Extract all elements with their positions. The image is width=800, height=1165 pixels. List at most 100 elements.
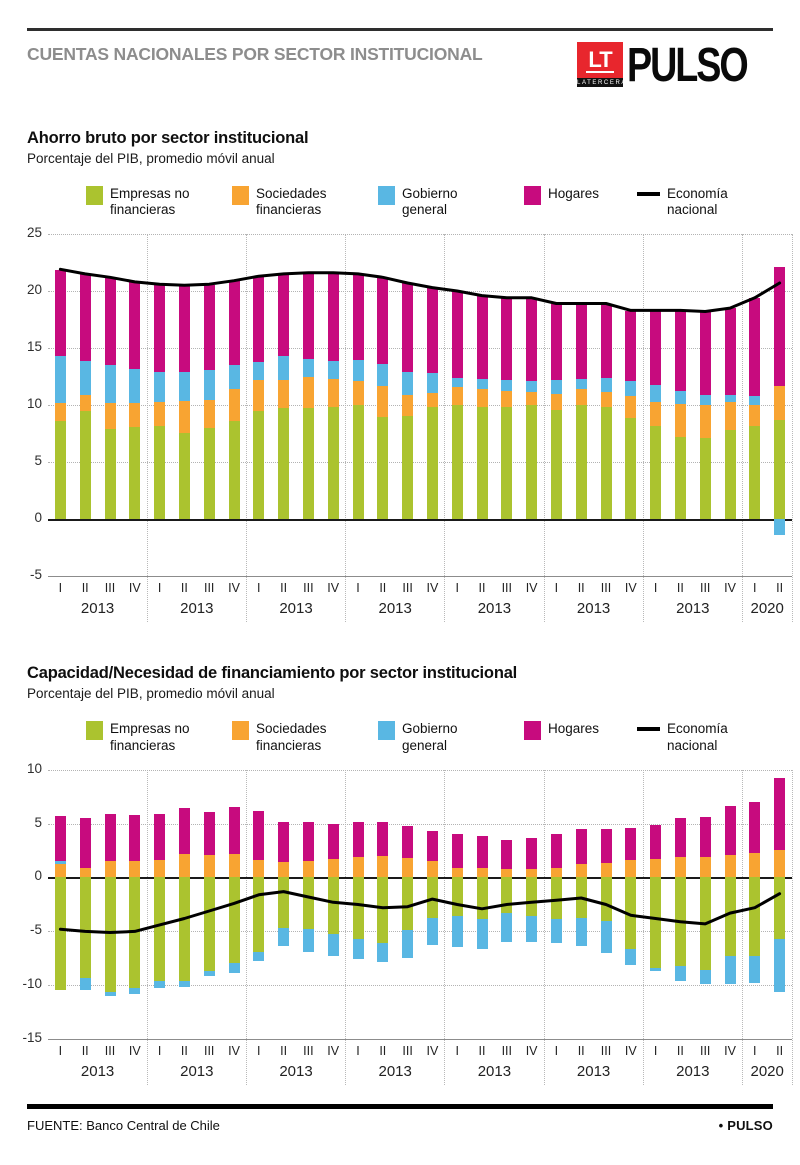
bar-segment-empresas: [575, 405, 587, 520]
bar-segment-sociedades: [377, 385, 389, 417]
legend-label-line: Hogares: [548, 721, 600, 737]
bar-segment-gobierno: [476, 379, 488, 390]
quarter-label: IV: [327, 1043, 340, 1058]
bar-segment-empresas: [600, 877, 612, 922]
legend-label-line: financieras: [110, 202, 176, 218]
bar-segment-gobierno: [278, 927, 290, 947]
bar-segment-empresas: [774, 420, 786, 520]
bar-segment-sociedades: [302, 376, 314, 408]
bar-segment-empresas: [550, 877, 562, 920]
year-label: 2013: [180, 600, 214, 618]
bar-segment-sociedades: [749, 852, 761, 878]
bar-segment-hogares: [253, 276, 265, 363]
quarter-label: III: [402, 581, 413, 596]
bar-segment-gobierno: [79, 360, 91, 396]
gridline: [48, 823, 792, 825]
bar-segment-sociedades: [228, 389, 240, 422]
bar-segment-empresas: [302, 407, 314, 520]
bar-segment-hogares: [550, 834, 562, 868]
quarter-label: IV: [624, 1043, 637, 1058]
bar-segment-hogares: [79, 818, 91, 868]
gridline: [48, 234, 792, 236]
plot: 25 20 15 10 5 0 -5: [27, 225, 792, 582]
bar-segment-sociedades: [104, 403, 116, 430]
bar-segment-gobierno: [724, 955, 736, 984]
bar-segment-empresas: [327, 406, 339, 520]
bar-segment-hogares: [54, 269, 66, 357]
bar-segment-sociedades: [54, 864, 66, 878]
bar-segment-sociedades: [674, 856, 686, 878]
bar-segment-hogares: [278, 822, 290, 863]
chart-ahorro-bruto: Ahorro bruto por sector institucional Po…: [0, 129, 800, 623]
bar-segment-hogares: [104, 813, 116, 862]
bar-segment-sociedades: [501, 390, 513, 407]
year-label: 2013: [676, 1062, 710, 1080]
year-label: 2013: [576, 600, 611, 618]
bar-segment-empresas: [278, 407, 290, 520]
bar-segment-gobierno: [178, 372, 190, 401]
bar-segment-empresas: [154, 877, 166, 981]
bar-segment-empresas: [501, 406, 513, 520]
bar-segment-empresas: [203, 428, 215, 520]
quarter-label: II: [180, 1043, 188, 1058]
bar-segment-sociedades: [699, 405, 711, 439]
bar-segment-empresas: [79, 411, 91, 520]
bar-segment-gobierno: [54, 356, 66, 404]
bar-segment-gobierno: [203, 970, 215, 977]
legend-swatch-sociedades: [232, 186, 249, 205]
legend-item-empresas: Empresas no financieras: [86, 721, 194, 753]
group-separator: [245, 769, 247, 1085]
group-separator: [741, 769, 743, 1085]
legend-label-line: general: [402, 202, 448, 218]
quarter-label: I: [58, 1043, 63, 1058]
bar-segment-gobierno: [129, 988, 141, 994]
bar-segment-hogares: [774, 778, 786, 851]
bar-segment-sociedades: [426, 392, 438, 407]
year-label: 2013: [180, 1062, 214, 1080]
bar-segment-empresas: [104, 877, 116, 993]
bar-segment-gobierno: [600, 921, 612, 953]
bar-segment-empresas: [79, 877, 91, 979]
bar-segment-gobierno: [352, 938, 364, 960]
quarter-label: IV: [128, 581, 141, 596]
bar-segment-empresas: [104, 429, 116, 520]
bar-segment-gobierno: [54, 861, 66, 865]
bar-segment-hogares: [54, 816, 66, 862]
bar-segment-empresas: [402, 877, 414, 931]
group-separator: [741, 234, 743, 623]
bar-segment-gobierno: [724, 395, 736, 402]
bar-segment-gobierno: [79, 978, 91, 991]
bar-segment-sociedades: [426, 861, 438, 878]
bar-segment-empresas: [749, 425, 761, 520]
y-axis-label: -5: [29, 922, 42, 938]
quarter-label: II: [776, 581, 784, 596]
bar-segment-empresas: [402, 415, 414, 520]
bar-segment-sociedades: [302, 861, 314, 878]
plot-area: 10 5 0 -5 -10 -15 I II III IV I II III IV I II III IV I II I…: [22, 761, 800, 1085]
bar-segment-hogares: [228, 807, 240, 854]
bar-segment-empresas: [526, 877, 538, 917]
bar-segment-sociedades: [575, 864, 587, 878]
y-axis-label: 25: [26, 225, 42, 241]
bar-segment-empresas: [129, 877, 141, 989]
bar-segment-sociedades: [352, 381, 364, 406]
bar-segment-gobierno: [228, 365, 240, 390]
bar-segment-gobierno: [575, 918, 587, 947]
bar-segment-empresas: [476, 406, 488, 520]
zero-line: [48, 519, 792, 522]
bar-segment-sociedades: [749, 405, 761, 426]
bar-segment-hogares: [426, 287, 438, 374]
year-label: 2013: [80, 1062, 115, 1080]
legend-label-gobierno: Gobierno general: [402, 186, 458, 218]
bar-segment-hogares: [203, 811, 215, 855]
y-axis-label: 10: [26, 396, 42, 412]
group-separator: [642, 769, 644, 1085]
bar-segment-gobierno: [550, 919, 562, 943]
footer-rule: [27, 1103, 773, 1109]
bar-segment-gobierno: [476, 919, 488, 950]
legend-label-line: Gobierno: [402, 721, 458, 737]
bar-segment-gobierno: [377, 942, 389, 963]
quarter-label: I: [653, 581, 658, 596]
bar-segment-sociedades: [674, 404, 686, 438]
quarter-label: III: [600, 581, 612, 596]
